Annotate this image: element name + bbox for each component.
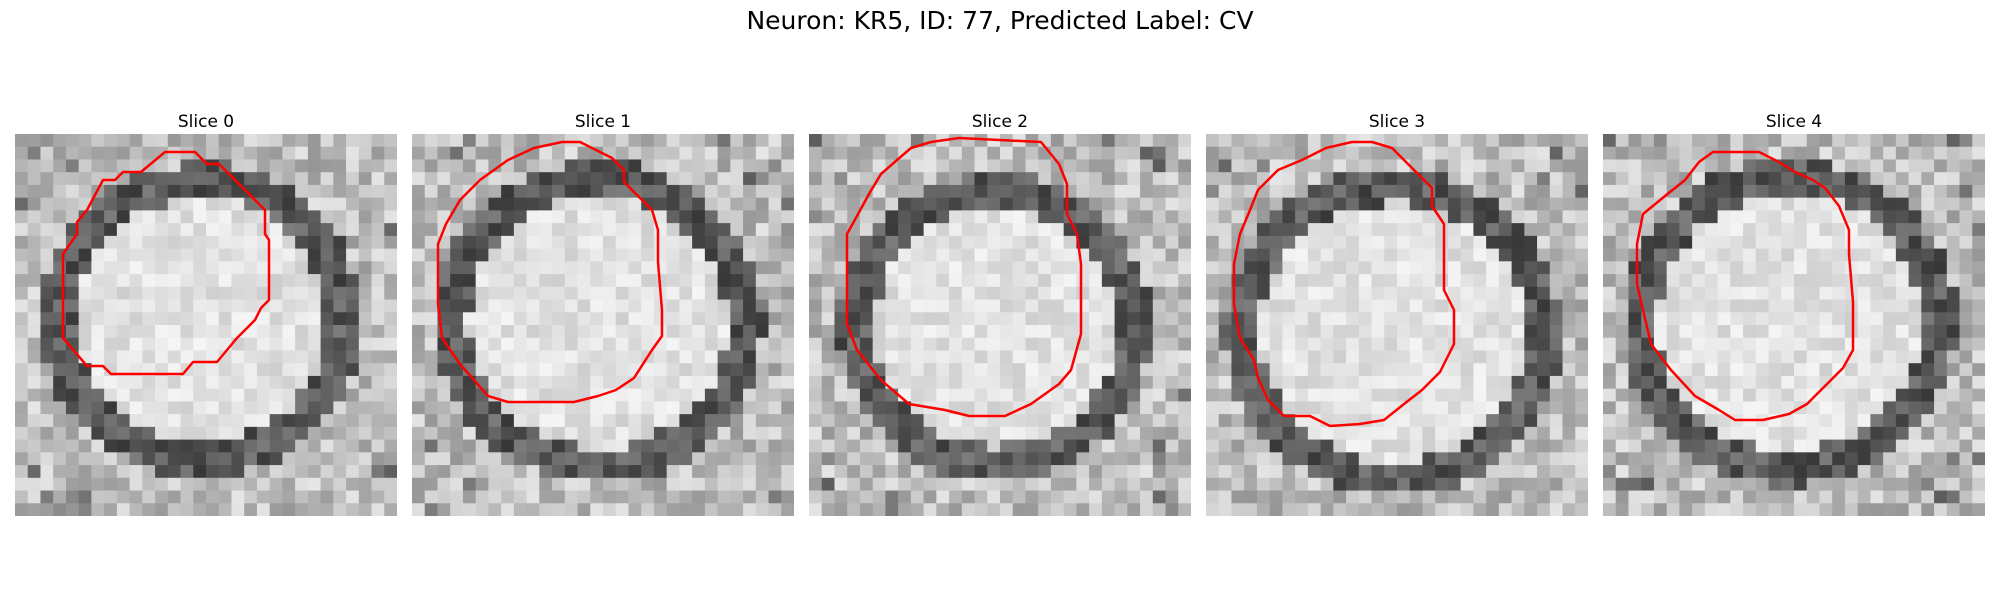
slice-image (15, 134, 397, 516)
slice-panel: Slice 1 (412, 110, 794, 516)
slice-title: Slice 0 (177, 112, 235, 132)
segmentation-contour (1635, 150, 1855, 422)
slice-panel: Slice 0 (15, 110, 397, 516)
slice-panel: Slice 2 (809, 110, 1191, 516)
image-pixels (15, 134, 397, 516)
slice-title: Slice 3 (1368, 112, 1426, 132)
figure-title: Neuron: KR5, ID: 77, Predicted Label: CV (746, 6, 1254, 35)
slice-image (809, 134, 1191, 516)
slice-image (1603, 134, 1985, 516)
segmentation-contour (1232, 140, 1456, 428)
segmentation-contour (436, 140, 664, 404)
slice-title: Slice 1 (574, 112, 632, 132)
image-pixels (1603, 134, 1985, 516)
segmentation-contour (61, 150, 271, 376)
image-pixels (412, 134, 794, 516)
image-pixels (809, 134, 1191, 516)
slice-image (1206, 134, 1588, 516)
slice-title: Slice 4 (1765, 112, 1823, 132)
slice-image (412, 134, 794, 516)
segmentation-contour (845, 136, 1083, 418)
image-pixels (1206, 134, 1588, 516)
slice-title: Slice 2 (971, 112, 1029, 132)
slice-panel: Slice 3 (1206, 110, 1588, 516)
slice-panel: Slice 4 (1603, 110, 1985, 516)
